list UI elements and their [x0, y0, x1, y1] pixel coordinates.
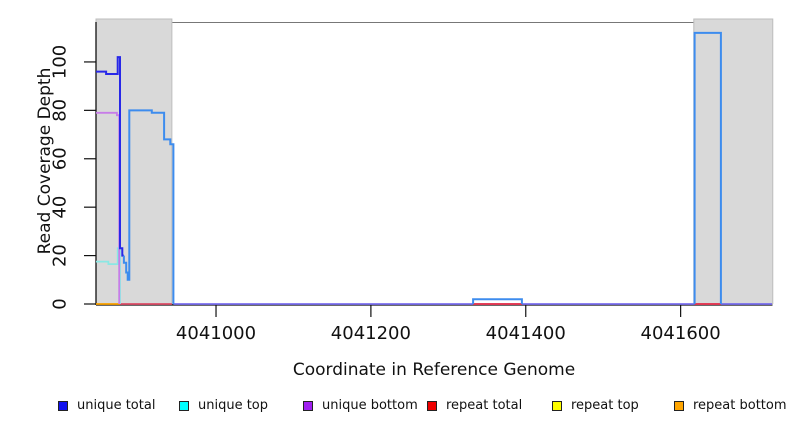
legend: unique total unique top unique bottom repea… — [0, 397, 792, 417]
y-tick-label: 100 — [49, 45, 70, 79]
x-tick-label: 4041000 — [176, 323, 256, 344]
legend-item-unique-bottom: unique bottom — [303, 397, 418, 415]
repeat-region-shade — [693, 18, 774, 304]
repeat-region-shade — [95, 18, 173, 304]
x-tick-label: 4041600 — [641, 323, 721, 344]
legend-label: repeat top — [571, 398, 639, 413]
legend-item-repeat-total: repeat total — [427, 397, 522, 415]
series-unique-total-left — [96, 56, 124, 257]
legend-swatch-icon — [674, 401, 684, 411]
legend-label: unique total — [77, 398, 156, 413]
legend-item-repeat-top: repeat top — [552, 397, 639, 415]
legend-swatch-icon — [58, 401, 68, 411]
series-unique-total-bump — [472, 298, 523, 304]
y-tick-label: 40 — [49, 196, 70, 219]
legend-label: repeat total — [446, 398, 523, 413]
legend-swatch-icon — [552, 401, 562, 411]
legend-label: repeat bottom — [693, 398, 787, 413]
series-unique-total-peak — [693, 31, 722, 304]
x-axis-title: Coordinate in Reference Genome — [292, 360, 576, 380]
plot-box — [96, 22, 772, 305]
legend-label: unique bottom — [322, 398, 418, 413]
x-tick-label: 4041400 — [486, 323, 566, 344]
legend-item-unique-total: unique total — [58, 397, 155, 415]
y-tick-label: 80 — [49, 99, 70, 122]
legend-swatch-icon — [179, 401, 189, 411]
y-tick-label: 60 — [49, 147, 70, 170]
legend-item-repeat-bottom: repeat bottom — [674, 397, 787, 415]
series-unique-total-main — [122, 109, 175, 304]
x-tick-label: 4041200 — [331, 323, 411, 344]
legend-swatch-icon — [427, 401, 437, 411]
y-tick-label: 20 — [49, 244, 70, 267]
y-tick-label: 0 — [49, 298, 70, 309]
legend-label: unique top — [198, 398, 269, 413]
legend-swatch-icon — [303, 401, 313, 411]
legend-item-unique-top: unique top — [179, 397, 268, 415]
y-axis-title: Read Coverage Depth — [35, 67, 55, 255]
